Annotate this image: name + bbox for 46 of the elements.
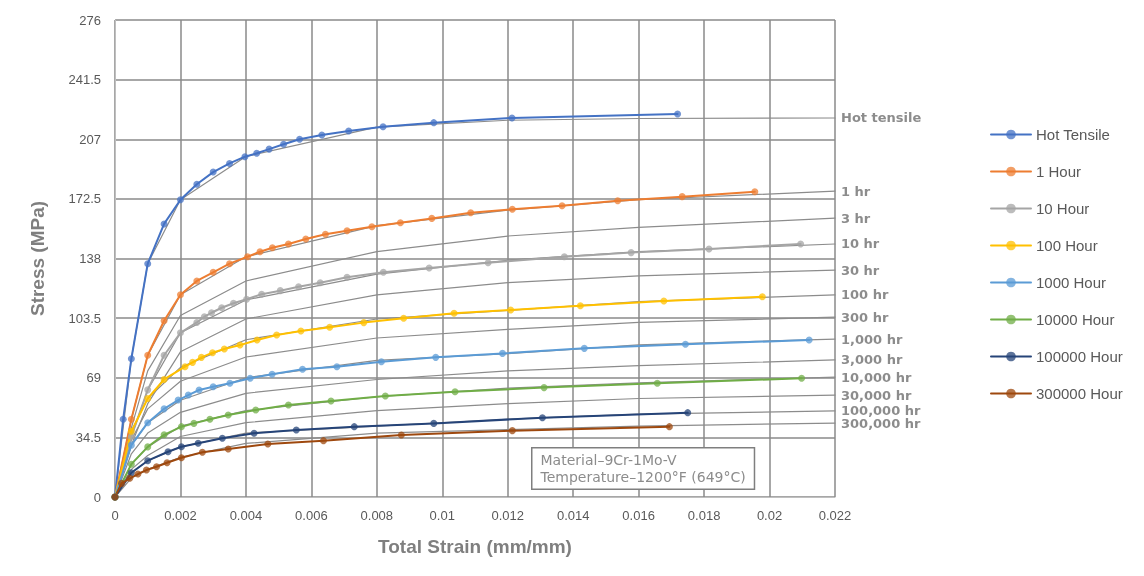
series-label: Hot tensile [841, 110, 922, 126]
y-tick-label: 138 [79, 251, 101, 266]
y-tick-label: 69 [86, 370, 101, 386]
y-tick-label: 172.5 [68, 191, 101, 207]
y-tick-label: 207 [79, 131, 101, 147]
x-axis-title: Total Strain (mm/mm) [378, 536, 572, 557]
series-label: 3,000 hr [841, 352, 903, 368]
y-tick-label: 276 [79, 12, 101, 28]
x-tick-label: 0.002 [164, 508, 197, 523]
legend-label: 10000 Hour [1036, 311, 1115, 328]
x-tick-label: 0.008 [360, 508, 394, 523]
series-label: 1,000 hr [841, 331, 903, 347]
y-tick-label: 0 [93, 489, 101, 505]
y-tick-label: 103.5 [68, 310, 101, 326]
legend-label: 100 Hour [1036, 237, 1098, 254]
series-label: 100,000 hr [841, 403, 921, 419]
x-tick-label: 0.006 [295, 508, 328, 523]
x-tick-label: 0 [111, 508, 119, 523]
y-axis-title: Stress (MPa) [27, 200, 48, 317]
series-label: 10 hr [841, 236, 880, 252]
x-tick-label: 0.02 [756, 508, 783, 523]
series-label: 3 hr [841, 210, 871, 226]
series-label: 10,000 hr [841, 369, 912, 385]
legend-label: 1 Hour [1036, 163, 1082, 180]
annotation: Temperature–1200°F (649°C) [539, 469, 746, 485]
legend-label: 10 Hour [1036, 200, 1090, 217]
series-label: 30,000 hr [841, 387, 912, 403]
series-label: 30 hr [841, 262, 880, 278]
series-label: 100 hr [841, 287, 889, 303]
legend-label: Hot Tensile [1036, 126, 1110, 143]
y-tick-label: 241.5 [68, 72, 101, 88]
x-tick-label: 0.014 [556, 508, 590, 523]
y-tick-label: 34.5 [75, 429, 101, 445]
x-tick-label: 0.022 [818, 508, 852, 523]
legend-label: 100000 Hour [1036, 348, 1123, 365]
x-tick-label: 0.018 [687, 508, 721, 523]
series-label: 300 hr [841, 309, 889, 325]
x-tick-label: 0.016 [622, 508, 655, 523]
legend-label: 1000 Hour [1036, 274, 1107, 291]
legend-label: 300000 Hour [1036, 385, 1123, 402]
x-tick-label: 0.01 [429, 508, 455, 523]
series-label: 300,000 hr [841, 416, 921, 432]
x-tick-label: 0.012 [491, 508, 524, 523]
x-tick-label: 0.004 [229, 508, 263, 523]
annotation: Material–9Cr-1Mo-V [540, 452, 678, 468]
series-label: 1 hr [841, 183, 871, 199]
